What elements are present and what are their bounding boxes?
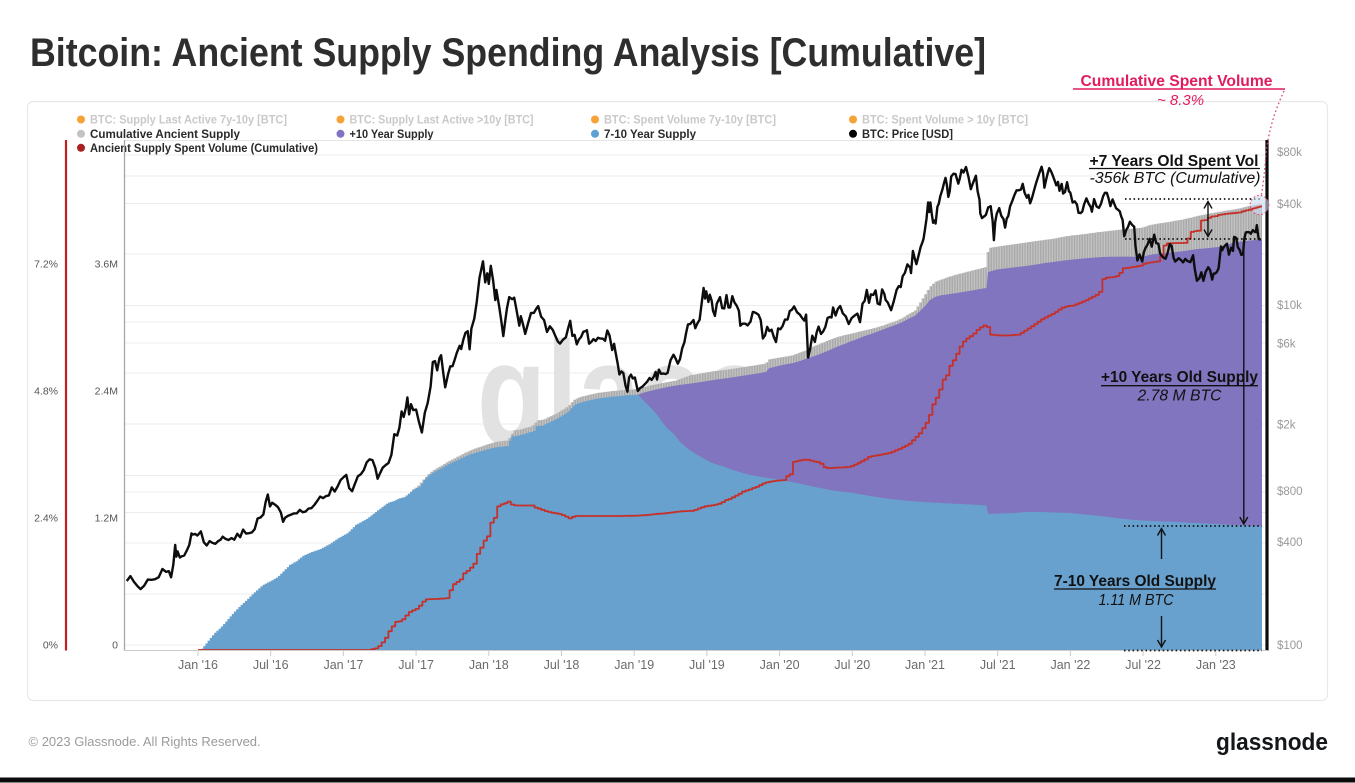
svg-text:$2k: $2k (1277, 420, 1296, 432)
svg-text:Jan '20: Jan '20 (760, 658, 800, 672)
svg-text:Jan '19: Jan '19 (614, 658, 654, 672)
svg-text:Jan '17: Jan '17 (323, 658, 363, 672)
svg-text:$40k: $40k (1277, 199, 1302, 211)
svg-text:BTC: Supply Last Active >10y [: BTC: Supply Last Active >10y [BTC] (350, 115, 534, 127)
svg-text:1.11 M BTC: 1.11 M BTC (1099, 592, 1175, 609)
svg-text:7-10 Years Old Supply: 7-10 Years Old Supply (1054, 573, 1216, 590)
svg-text:+7 Years Old Spent Vol: +7 Years Old Spent Vol (1090, 153, 1259, 170)
svg-text:3.6M: 3.6M (95, 259, 118, 271)
svg-text:Jul '16: Jul '16 (253, 658, 289, 672)
svg-text:$6k: $6k (1277, 339, 1296, 351)
svg-text:0%: 0% (43, 640, 58, 652)
svg-text:Jan '21: Jan '21 (905, 658, 945, 672)
svg-text:glassnode: glassnode (1216, 729, 1328, 756)
svg-text:Jan '18: Jan '18 (469, 658, 509, 672)
svg-text:Jul '19: Jul '19 (689, 658, 725, 672)
svg-text:BTC: Spent Volume > 10y [BTC]: BTC: Spent Volume > 10y [BTC] (862, 115, 1028, 127)
svg-text:2.78 M BTC: 2.78 M BTC (1136, 388, 1222, 405)
svg-text:Bitcoin: Ancient Supply Spendi: Bitcoin: Ancient Supply Spending Analysi… (30, 31, 986, 75)
svg-text:Jan '23: Jan '23 (1196, 658, 1236, 672)
svg-text:2.4%: 2.4% (34, 513, 58, 525)
svg-text:~ 8.3%: ~ 8.3% (1157, 92, 1204, 109)
svg-text:Jul '17: Jul '17 (398, 658, 434, 672)
svg-text:Jan '16: Jan '16 (178, 658, 218, 672)
svg-text:Cumulative Spent Volume: Cumulative Spent Volume (1081, 73, 1273, 90)
svg-text:Ancient Supply Spent Volume (C: Ancient Supply Spent Volume (Cumulative) (90, 143, 318, 155)
svg-text:Jul '21: Jul '21 (980, 658, 1016, 672)
svg-text:BTC: Supply Last Active 7y-10y: BTC: Supply Last Active 7y-10y [BTC] (90, 115, 287, 127)
svg-text:© 2023 Glassnode. All Rights R: © 2023 Glassnode. All Rights Reserved. (29, 734, 261, 749)
svg-text:0: 0 (112, 640, 118, 652)
svg-text:$400: $400 (1277, 537, 1303, 549)
svg-text:2.4M: 2.4M (95, 386, 118, 398)
svg-text:$10k: $10k (1277, 300, 1302, 312)
svg-text:+10 Year Supply: +10 Year Supply (350, 129, 435, 141)
svg-text:BTC: Price [USD]: BTC: Price [USD] (862, 129, 953, 141)
svg-text:1.2M: 1.2M (95, 513, 118, 525)
svg-text:$100: $100 (1277, 640, 1303, 652)
svg-text:$800: $800 (1277, 486, 1303, 498)
svg-text:4.8%: 4.8% (34, 386, 58, 398)
svg-text:BTC: Spent Volume 7y-10y [BTC]: BTC: Spent Volume 7y-10y [BTC] (604, 115, 776, 127)
svg-text:+10 Years Old Supply: +10 Years Old Supply (1101, 369, 1258, 386)
svg-text:Jul '22: Jul '22 (1125, 658, 1161, 672)
svg-text:Cumulative Ancient Supply: Cumulative Ancient Supply (90, 129, 241, 141)
svg-text:7-10 Year Supply: 7-10 Year Supply (604, 129, 697, 141)
svg-text:Jul '20: Jul '20 (834, 658, 870, 672)
svg-text:$80k: $80k (1277, 147, 1302, 159)
svg-text:7.2%: 7.2% (34, 259, 58, 271)
svg-text:Jan '22: Jan '22 (1050, 658, 1090, 672)
svg-text:Jul '18: Jul '18 (544, 658, 580, 672)
svg-text:-356k BTC (Cumulative): -356k BTC (Cumulative) (1090, 170, 1261, 187)
